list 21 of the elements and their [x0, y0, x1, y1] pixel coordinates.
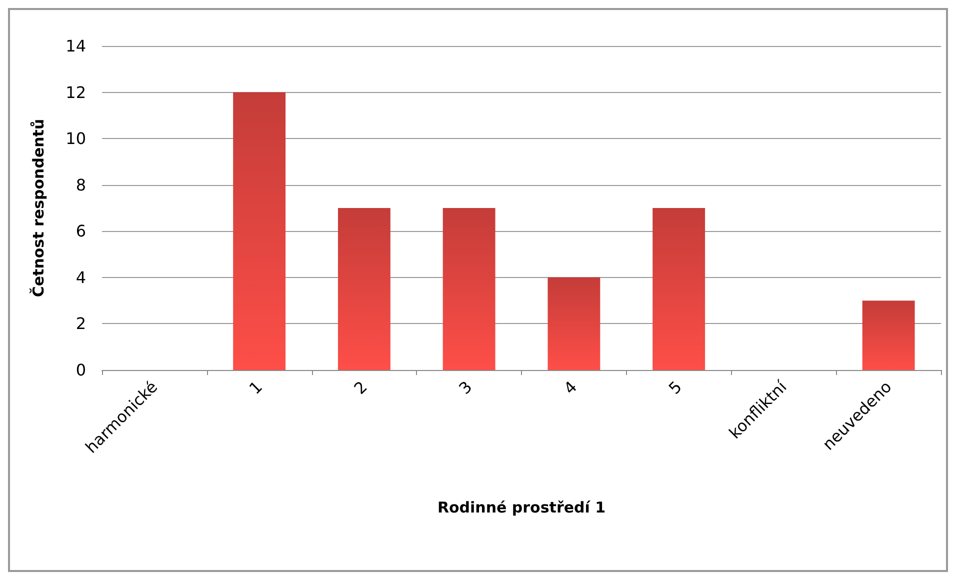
x-tick-label: 2 [350, 377, 371, 398]
bar [862, 300, 915, 370]
x-axis-title: Rodinné prostředí 1 [437, 498, 606, 516]
bar [338, 208, 390, 370]
x-tick-label: 5 [664, 377, 686, 398]
x-tick-label: 1 [245, 377, 266, 398]
y-tick-label: 0 [76, 360, 86, 380]
y-tick-label: 8 [76, 175, 86, 194]
y-axis-title: Četnost respondentů [30, 118, 48, 298]
bar [652, 208, 706, 370]
bar [548, 277, 600, 370]
bar [442, 208, 496, 370]
y-tick-label: 2 [76, 314, 86, 334]
y-tick-label: 6 [76, 222, 86, 241]
y-tick-label: 14 [66, 36, 86, 56]
y-tick-label: 4 [76, 268, 86, 287]
y-tick-label: 10 [66, 129, 86, 148]
x-tick-label: 3 [455, 377, 476, 398]
y-tick-label: 12 [66, 82, 86, 102]
bar [233, 92, 286, 370]
x-tick-label: 4 [560, 377, 581, 398]
